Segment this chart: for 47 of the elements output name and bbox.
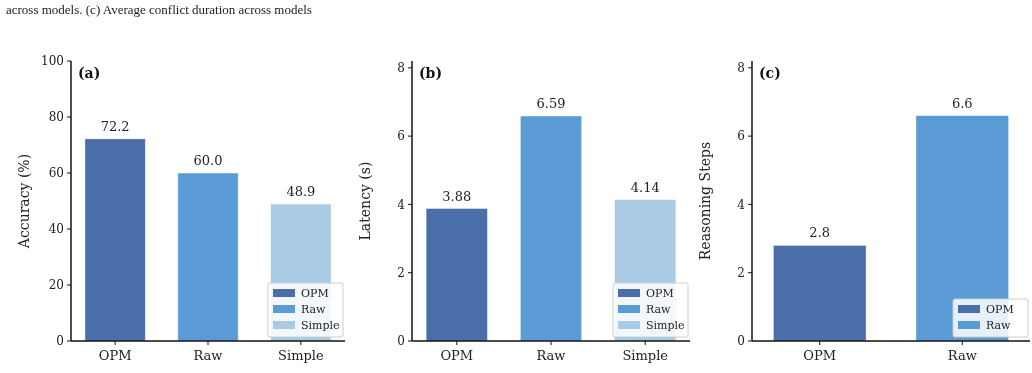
data-label: 6.59 xyxy=(536,95,566,111)
y-tick-label: 2 xyxy=(397,265,405,280)
y-axis-title: Latency (s) xyxy=(357,161,373,241)
legend-label: Simple xyxy=(646,319,685,332)
x-tick-label: Simple xyxy=(278,348,324,363)
legend-label: Raw xyxy=(301,303,327,316)
text: across models. (c) Average conflict duration across models xyxy=(6,2,312,17)
legend-label: Raw xyxy=(646,303,672,316)
y-tick-label: 0 xyxy=(397,334,405,349)
data-label: 72.2 xyxy=(100,118,130,134)
data-label: 3.88 xyxy=(442,188,472,204)
x-tick-label: OPM xyxy=(98,348,132,363)
data-label: 48.9 xyxy=(286,184,316,200)
y-tick-label: 8 xyxy=(737,61,745,76)
x-tick-label: Raw xyxy=(536,348,566,363)
x-tick-label: OPM xyxy=(440,348,474,363)
data-label: 2.8 xyxy=(809,225,831,241)
y-axis-title: Reasoning Steps xyxy=(697,141,713,261)
chart-title: (b) xyxy=(419,65,443,81)
legend-label: OPM xyxy=(646,287,674,300)
y-tick-label: 100 xyxy=(41,54,64,69)
y-tick-label: 0 xyxy=(737,334,745,349)
y-axis-title: Accuracy (%) xyxy=(16,153,32,250)
x-tick-label: Raw xyxy=(947,348,977,363)
legend-label: OPM xyxy=(986,303,1014,316)
x-tick-label: OPM xyxy=(803,348,837,363)
chart-title: (a) xyxy=(78,65,101,81)
y-tick-label: 80 xyxy=(48,110,64,125)
legend-label: Simple xyxy=(301,319,340,332)
x-tick-label: Raw xyxy=(193,348,223,363)
y-tick-label: 4 xyxy=(737,197,746,212)
legend-label: OPM xyxy=(301,287,329,300)
y-tick-label: 2 xyxy=(737,265,745,280)
legend-label: Raw xyxy=(986,319,1012,332)
chart-title: (c) xyxy=(759,65,781,81)
y-tick-label: 6 xyxy=(737,129,745,144)
data-label: 60.0 xyxy=(193,153,223,168)
y-tick-label: 60 xyxy=(48,166,64,181)
x-tick-label: Simple xyxy=(622,348,669,363)
y-tick-label: 8 xyxy=(397,61,405,76)
y-tick-label: 20 xyxy=(48,278,64,293)
data-label: 6.6 xyxy=(951,95,973,111)
y-tick-label: 6 xyxy=(397,129,405,144)
y-tick-label: 40 xyxy=(48,222,64,237)
y-tick-label: 0 xyxy=(56,334,64,349)
y-tick-label: 4 xyxy=(397,197,406,212)
data-label: 4.14 xyxy=(630,179,660,195)
